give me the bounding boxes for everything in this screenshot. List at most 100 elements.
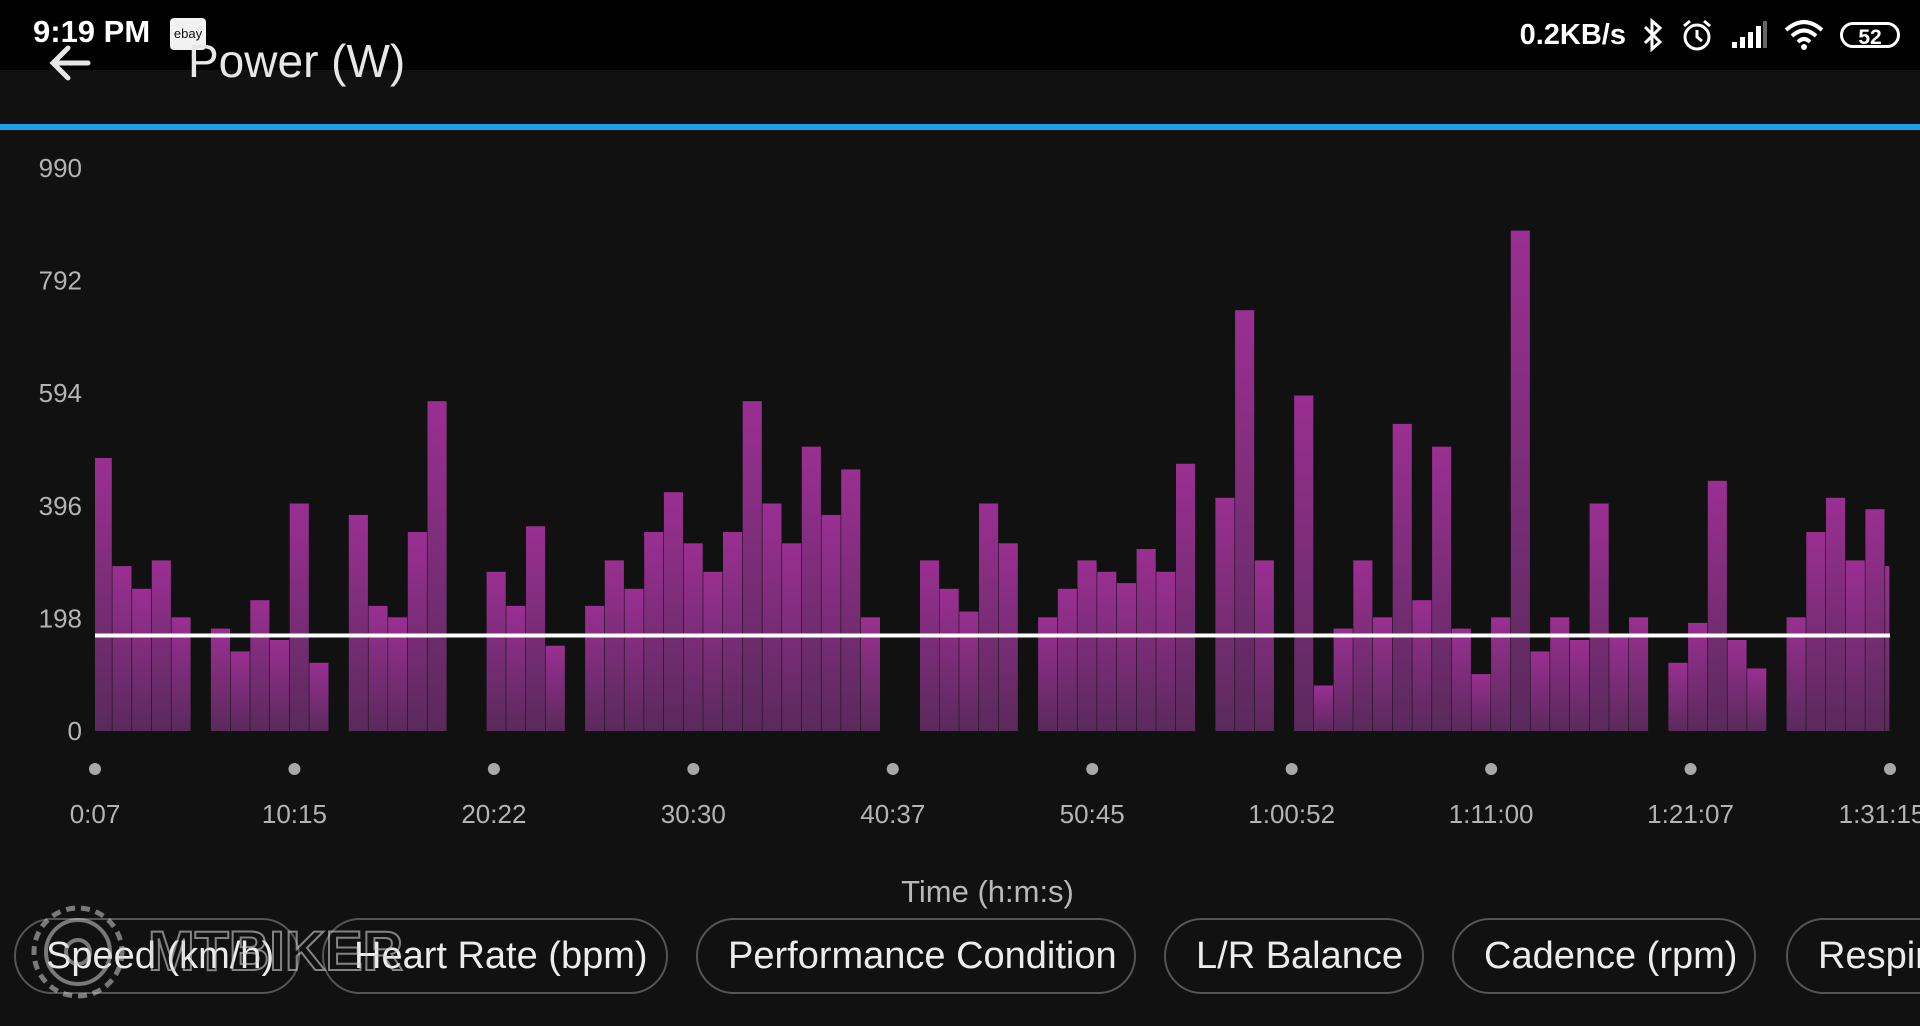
- power-bar: [1491, 617, 1511, 731]
- x-tick-label: 20:22: [461, 799, 526, 829]
- power-bar: [1116, 583, 1136, 731]
- status-bar: 9:19 PM ebay 0.2KB/s 52: [0, 0, 1920, 70]
- x-tick-dot: [288, 763, 301, 775]
- power-bar: [762, 503, 782, 731]
- power-bar: [1806, 532, 1826, 731]
- back-arrow-icon[interactable]: [48, 40, 94, 86]
- power-bar: [309, 662, 329, 731]
- power-bar: [486, 571, 506, 731]
- power-bar: [801, 446, 821, 731]
- x-tick-label: 0:07: [70, 799, 121, 829]
- power-bar: [112, 566, 132, 731]
- power-bar: [1294, 395, 1314, 731]
- power-bar: [132, 588, 152, 731]
- power-bar: [920, 560, 940, 731]
- power-bar: [1373, 617, 1393, 731]
- x-tick-label: 40:37: [860, 799, 925, 829]
- header-accent-line: [0, 124, 1920, 130]
- x-axis-label: Time (h:m:s): [901, 874, 1074, 909]
- power-bar: [1254, 560, 1274, 731]
- power-bar: [1038, 617, 1058, 731]
- power-bar: [841, 469, 861, 731]
- power-bar: [270, 640, 290, 731]
- power-bar: [1235, 310, 1255, 731]
- power-bar: [1629, 617, 1649, 731]
- power-bar: [1510, 230, 1530, 731]
- power-bar: [95, 458, 112, 731]
- power-bar: [210, 628, 230, 731]
- power-bar: [1451, 628, 1471, 731]
- metric-tab-respiration-rate[interactable]: Respiration Rate: [1786, 918, 1920, 994]
- power-bar: [663, 492, 683, 731]
- x-tick-label: 1:31:15: [1839, 799, 1920, 829]
- power-bar: [1333, 628, 1353, 731]
- power-bar: [860, 617, 880, 731]
- power-bar: [959, 611, 979, 731]
- status-icons: 0.2KB/s 52: [1520, 14, 1900, 56]
- x-tick-label: 30:30: [661, 799, 726, 829]
- metric-tab-performance-condition[interactable]: Performance Condition: [696, 918, 1136, 994]
- network-speed: 0.2KB/s: [1519, 18, 1626, 51]
- x-tick-label: 1:11:00: [1449, 799, 1534, 829]
- power-bar: [230, 651, 250, 731]
- x-tick-dot: [487, 763, 500, 775]
- power-bar: [151, 560, 171, 731]
- power-bar: [1589, 503, 1609, 731]
- x-tick-label: 50:45: [1060, 799, 1125, 829]
- power-bar: [1668, 662, 1688, 731]
- power-bar: [1432, 446, 1452, 731]
- power-bar: [1845, 560, 1865, 731]
- metric-tab-lr-balance[interactable]: L/R Balance: [1164, 918, 1424, 994]
- power-bar: [1215, 497, 1235, 731]
- y-tick-label: 396: [39, 491, 82, 521]
- page-title: Power (W): [188, 35, 406, 87]
- power-bar: [1786, 617, 1806, 731]
- power-bar: [1136, 549, 1156, 731]
- x-tick-dot: [1285, 763, 1298, 775]
- power-bar: [1826, 497, 1846, 731]
- power-bar: [1156, 571, 1176, 731]
- power-bar: [1885, 566, 1890, 731]
- power-bar: [742, 401, 762, 731]
- x-tick-dot: [89, 763, 101, 775]
- power-bar: [368, 605, 388, 731]
- power-bar: [388, 617, 408, 731]
- power-bar: [545, 645, 565, 731]
- power-bar: [1688, 622, 1708, 731]
- signal-icon: [1732, 21, 1767, 48]
- power-bar: [1747, 668, 1767, 731]
- power-bar: [979, 503, 999, 731]
- power-bar: [427, 401, 447, 731]
- metric-tab-cadence[interactable]: Cadence (rpm): [1452, 918, 1756, 994]
- power-bar: [1412, 600, 1432, 731]
- x-tick-label: 1:21:07: [1647, 799, 1734, 829]
- power-bar: [1353, 560, 1373, 731]
- power-bar: [526, 526, 546, 731]
- bluetooth-icon: [1643, 18, 1663, 52]
- power-bar: [1097, 571, 1117, 731]
- y-tick-label: 198: [39, 603, 82, 633]
- power-bar: [506, 605, 526, 731]
- x-tick-dot: [1086, 763, 1099, 775]
- x-tick-label: 10:15: [262, 799, 327, 829]
- power-bar: [1707, 480, 1727, 731]
- power-bar: [1569, 640, 1589, 731]
- app-header: [0, 70, 1920, 122]
- ebay-notification-icon: ebay: [170, 18, 206, 50]
- power-chart: 0 198 396 594 792 990 0:07 10:15 20:22 30:30 40:3…: [39, 153, 1920, 829]
- metric-tab-heart-rate[interactable]: Heart Rate (bpm): [322, 918, 668, 994]
- power-bar: [1609, 634, 1629, 731]
- power-bar: [171, 617, 191, 731]
- power-bar: [250, 600, 270, 731]
- power-bar: [723, 532, 743, 731]
- power-bar: [624, 588, 644, 731]
- metric-tab-speed[interactable]: Speed (km/h): [14, 918, 300, 994]
- power-bar: [1530, 651, 1550, 731]
- power-bar: [348, 514, 368, 731]
- power-bar: [289, 503, 309, 731]
- power-bar: [703, 571, 723, 731]
- x-tick-dot: [1684, 763, 1697, 775]
- power-bar: [821, 514, 841, 731]
- alarm-icon: [1683, 19, 1711, 51]
- power-bar: [1471, 674, 1491, 731]
